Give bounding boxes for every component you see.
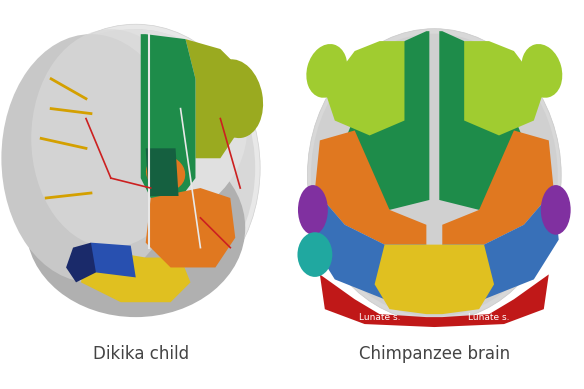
Ellipse shape: [11, 24, 260, 312]
Ellipse shape: [307, 29, 561, 322]
Polygon shape: [145, 188, 235, 268]
Text: Chimpanzee brain: Chimpanzee brain: [359, 345, 510, 363]
Ellipse shape: [298, 185, 328, 235]
Text: Dikika child: Dikika child: [93, 345, 189, 363]
Text: Lunate s.: Lunate s.: [468, 313, 510, 322]
Ellipse shape: [1, 34, 180, 282]
Polygon shape: [439, 31, 524, 210]
Polygon shape: [186, 39, 245, 158]
Polygon shape: [442, 130, 554, 245]
Ellipse shape: [297, 232, 332, 277]
Ellipse shape: [541, 185, 571, 235]
Polygon shape: [66, 243, 96, 282]
Polygon shape: [145, 148, 179, 196]
Ellipse shape: [522, 44, 562, 98]
Ellipse shape: [32, 29, 190, 248]
Polygon shape: [442, 190, 559, 299]
Polygon shape: [374, 245, 494, 314]
Polygon shape: [464, 41, 544, 135]
Polygon shape: [345, 31, 429, 210]
Ellipse shape: [307, 44, 347, 98]
Polygon shape: [325, 41, 405, 135]
Polygon shape: [310, 190, 426, 299]
Polygon shape: [320, 274, 549, 327]
Polygon shape: [315, 130, 426, 245]
Polygon shape: [79, 243, 135, 277]
Ellipse shape: [311, 34, 558, 317]
Ellipse shape: [18, 29, 247, 228]
Text: Lunate s.: Lunate s.: [359, 313, 400, 322]
Ellipse shape: [26, 138, 245, 317]
Ellipse shape: [207, 59, 263, 138]
Ellipse shape: [146, 156, 185, 191]
Polygon shape: [141, 34, 196, 198]
Polygon shape: [81, 248, 190, 302]
Ellipse shape: [16, 29, 255, 307]
